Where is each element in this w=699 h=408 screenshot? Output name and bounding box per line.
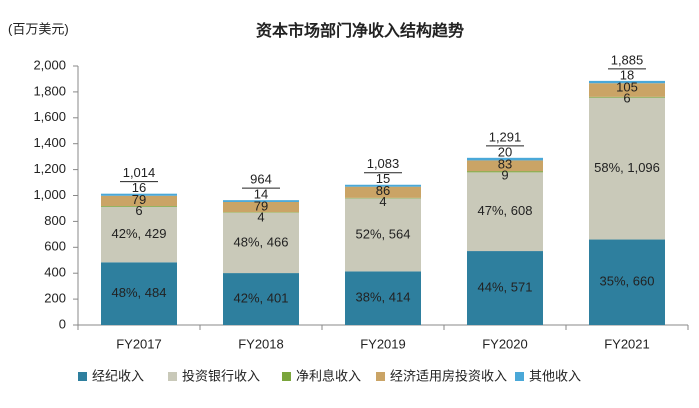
value-label: 42%, 401 <box>234 290 289 305</box>
y-tick-label: 600 <box>44 239 66 254</box>
value-label: 14 <box>254 187 268 202</box>
legend-swatch <box>515 372 524 381</box>
y-axis-label: (百万美元) <box>8 21 69 36</box>
x-tick-label: FY2020 <box>482 336 528 351</box>
bar-segment <box>101 193 177 196</box>
y-tick-label: 1,200 <box>33 161 66 176</box>
value-label: 44%, 571 <box>478 279 533 294</box>
bar-segment <box>101 262 177 325</box>
total-label: 1,083 <box>367 156 400 171</box>
legend-swatch <box>376 372 385 381</box>
y-tick-label: 1,600 <box>33 109 66 124</box>
value-label: 15 <box>376 171 390 186</box>
value-label: 47%, 608 <box>478 203 533 218</box>
value-label: 83 <box>498 156 512 171</box>
bar-segment <box>223 212 299 213</box>
value-label: 58%, 1,096 <box>594 160 660 175</box>
y-tick-label: 200 <box>44 291 66 306</box>
value-label: 20 <box>498 144 512 159</box>
x-tick-label: FY2017 <box>116 336 162 351</box>
value-label: 42%, 429 <box>112 226 167 241</box>
bar-segment <box>345 197 421 199</box>
value-label: 16 <box>132 180 146 195</box>
y-tick-label: 1,800 <box>33 83 66 98</box>
total-label: 1,291 <box>489 129 522 144</box>
y-tick-label: 2,000 <box>33 57 66 72</box>
bar-segment <box>467 251 543 325</box>
y-tick-label: 400 <box>44 265 66 280</box>
legend-label: 经纪收入 <box>92 368 144 383</box>
y-tick-label: 800 <box>44 213 66 228</box>
bar-segment <box>101 195 177 206</box>
x-tick-label: FY2018 <box>238 336 284 351</box>
value-label: 52%, 564 <box>356 226 411 241</box>
value-label: 48%, 466 <box>234 234 289 249</box>
value-label: 6 <box>135 203 142 218</box>
bar-segment <box>467 171 543 173</box>
bar-segment <box>589 97 665 240</box>
bar-segment <box>101 206 177 263</box>
bar-segment <box>101 205 177 207</box>
x-tick-label: FY2019 <box>360 336 406 351</box>
bar-segment <box>223 201 299 213</box>
value-label: 18 <box>620 67 634 82</box>
total-label: 1,885 <box>611 52 644 67</box>
y-tick-label: 1,400 <box>33 135 66 150</box>
legend-label: 净利息收入 <box>296 368 361 383</box>
legend-label: 投资银行收入 <box>182 368 260 383</box>
y-tick-label: 0 <box>59 316 66 331</box>
value-label: 4 <box>257 210 264 225</box>
bar-segment <box>345 198 421 272</box>
y-tick-label: 1,000 <box>33 187 66 202</box>
legend-label: 其他收入 <box>529 368 581 383</box>
chart-title: 资本市场部门净收入结构趋势 <box>256 21 464 40</box>
legend-label: 经济适用房投资收入 <box>390 368 507 383</box>
bar-segment <box>589 80 665 84</box>
value-label: 6 <box>623 90 630 105</box>
bar-segment <box>467 172 543 252</box>
bar-segment <box>223 200 299 202</box>
bar-segment <box>589 96 665 98</box>
bar-segment <box>345 271 421 325</box>
value-label: 38%, 414 <box>356 290 411 305</box>
bar-segment <box>589 239 665 325</box>
bar-segment <box>345 186 421 198</box>
bar-segment <box>345 184 421 187</box>
value-label: 79 <box>132 192 146 207</box>
legend-swatch <box>168 372 177 381</box>
bar-segment <box>467 157 543 161</box>
x-tick-label: FY2021 <box>604 336 650 351</box>
total-label: 964 <box>250 172 272 187</box>
bar-segment <box>589 83 665 97</box>
bar-segment <box>467 160 543 172</box>
value-label: 79 <box>254 199 268 214</box>
value-label: 9 <box>501 167 508 182</box>
legend-swatch <box>282 372 291 381</box>
value-label: 86 <box>376 183 390 198</box>
value-label: 35%, 660 <box>600 274 655 289</box>
value-label: 48%, 484 <box>112 285 167 300</box>
bar-segment <box>223 273 299 325</box>
legend-swatch <box>78 372 87 381</box>
value-label: 4 <box>379 194 386 209</box>
total-label: 1,014 <box>123 165 156 180</box>
bar-segment <box>223 212 299 274</box>
value-label: 105 <box>616 79 638 94</box>
